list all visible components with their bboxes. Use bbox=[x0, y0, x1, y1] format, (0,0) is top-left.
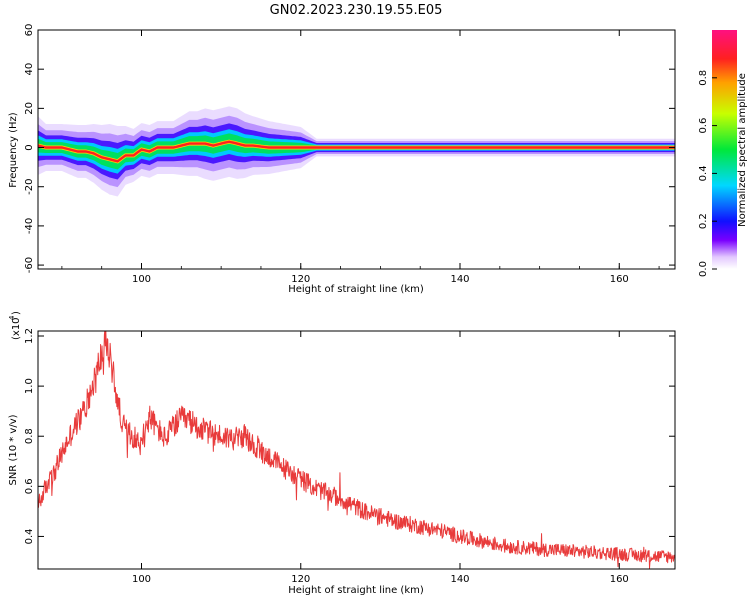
spectrogram-ytick-label: -20 bbox=[24, 179, 35, 195]
spectrogram-ytick-label: 20 bbox=[24, 102, 35, 115]
snr-ytick-label: 0.8 bbox=[24, 428, 35, 444]
spectrogram-ticks: 100 120 140 160 -60 -40 -20 0 20 40 60 bbox=[24, 24, 675, 285]
snr-ytick-label: 0.6 bbox=[24, 478, 35, 494]
spectrogram-ylabel: Frequency (Hz) bbox=[8, 112, 19, 188]
snr-ytick-label: 0.4 bbox=[24, 528, 35, 544]
snr-xtick-label: 140 bbox=[450, 574, 469, 585]
spectrogram-ytick-label: -60 bbox=[24, 257, 35, 273]
snr-multiplier-close: ) bbox=[11, 311, 22, 315]
snr-multiplier: (x10 4 ) bbox=[8, 311, 22, 340]
spectrogram-xtick-label: 140 bbox=[450, 274, 469, 285]
snr-xlabel: Height of straight line (km) bbox=[288, 585, 424, 596]
snr-xtick-label: 100 bbox=[132, 574, 151, 585]
colorbar: 0.0 0.2 0.4 0.6 0.8 Normalized spectral ampl… bbox=[698, 30, 748, 277]
spectrogram-xtick-label: 120 bbox=[291, 274, 310, 285]
colorbar-ticks: 0.0 0.2 0.4 0.6 0.8 bbox=[698, 70, 717, 277]
snr-ytick-label: 1.2 bbox=[24, 328, 35, 344]
snr-frame bbox=[37, 330, 676, 570]
spectrogram-xtick-label: 100 bbox=[132, 274, 151, 285]
snr-ytick-label: 1.0 bbox=[24, 378, 35, 394]
colorbar-tick-label: 0.2 bbox=[698, 213, 709, 229]
colorbar-tick-label: 0.4 bbox=[698, 165, 709, 181]
spectrogram-panel: 100 120 140 160 -60 -40 -20 0 20 40 60 Height of s… bbox=[8, 24, 676, 295]
snr-panel: 100 120 140 160 0.4 0.6 0.8 1.0 1.2 Height of st… bbox=[8, 311, 676, 596]
snr-ticks: 100 120 140 160 0.4 0.6 0.8 1.0 1.2 bbox=[24, 328, 675, 585]
spectrogram-ytick-label: -40 bbox=[24, 218, 35, 234]
spectrogram-core-red bbox=[38, 140, 675, 163]
colorbar-tick-label: 0.0 bbox=[698, 261, 709, 277]
snr-xtick-label: 120 bbox=[291, 574, 310, 585]
spectrogram-ytick-label: 40 bbox=[24, 63, 35, 76]
colorbar-label: Normalized spectral amplitude bbox=[737, 73, 748, 227]
colorbar-tick-label: 0.6 bbox=[698, 118, 709, 134]
snr-xtick-label: 160 bbox=[610, 574, 629, 585]
spectrogram-frame bbox=[37, 29, 676, 270]
colorbar-tick-label: 0.8 bbox=[698, 70, 709, 86]
spectrogram-ytick-label: 0 bbox=[24, 144, 35, 150]
snr-series-line bbox=[38, 331, 675, 569]
spectrogram-xlabel: Height of straight line (km) bbox=[288, 284, 424, 295]
colorbar-gradient bbox=[712, 30, 737, 269]
figure-title: GN02.2023.230.19.55.E05 bbox=[270, 3, 443, 18]
spectrogram-ytick-label: 60 bbox=[24, 24, 35, 37]
snr-multiplier-base: (x10 bbox=[11, 317, 22, 340]
spectrogram-heatmap bbox=[38, 106, 675, 197]
snr-ylabel: SNR (10 * v/v) bbox=[8, 414, 19, 485]
spectrogram-xtick-label: 160 bbox=[610, 274, 629, 285]
snr-multiplier-exp: 4 bbox=[8, 315, 16, 320]
